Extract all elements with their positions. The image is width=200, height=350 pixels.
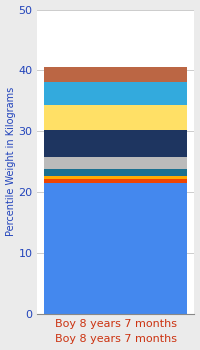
Y-axis label: Percentile Weight in Kilograms: Percentile Weight in Kilograms bbox=[6, 87, 16, 236]
X-axis label: Boy 8 years 7 months: Boy 8 years 7 months bbox=[55, 335, 177, 344]
Bar bbox=[44, 130, 187, 157]
Bar bbox=[44, 183, 187, 314]
Bar bbox=[44, 169, 187, 176]
Bar bbox=[44, 68, 187, 82]
Bar bbox=[44, 105, 187, 130]
Bar bbox=[44, 82, 187, 105]
Bar bbox=[44, 180, 187, 183]
Bar bbox=[44, 176, 187, 180]
Bar bbox=[44, 157, 187, 169]
